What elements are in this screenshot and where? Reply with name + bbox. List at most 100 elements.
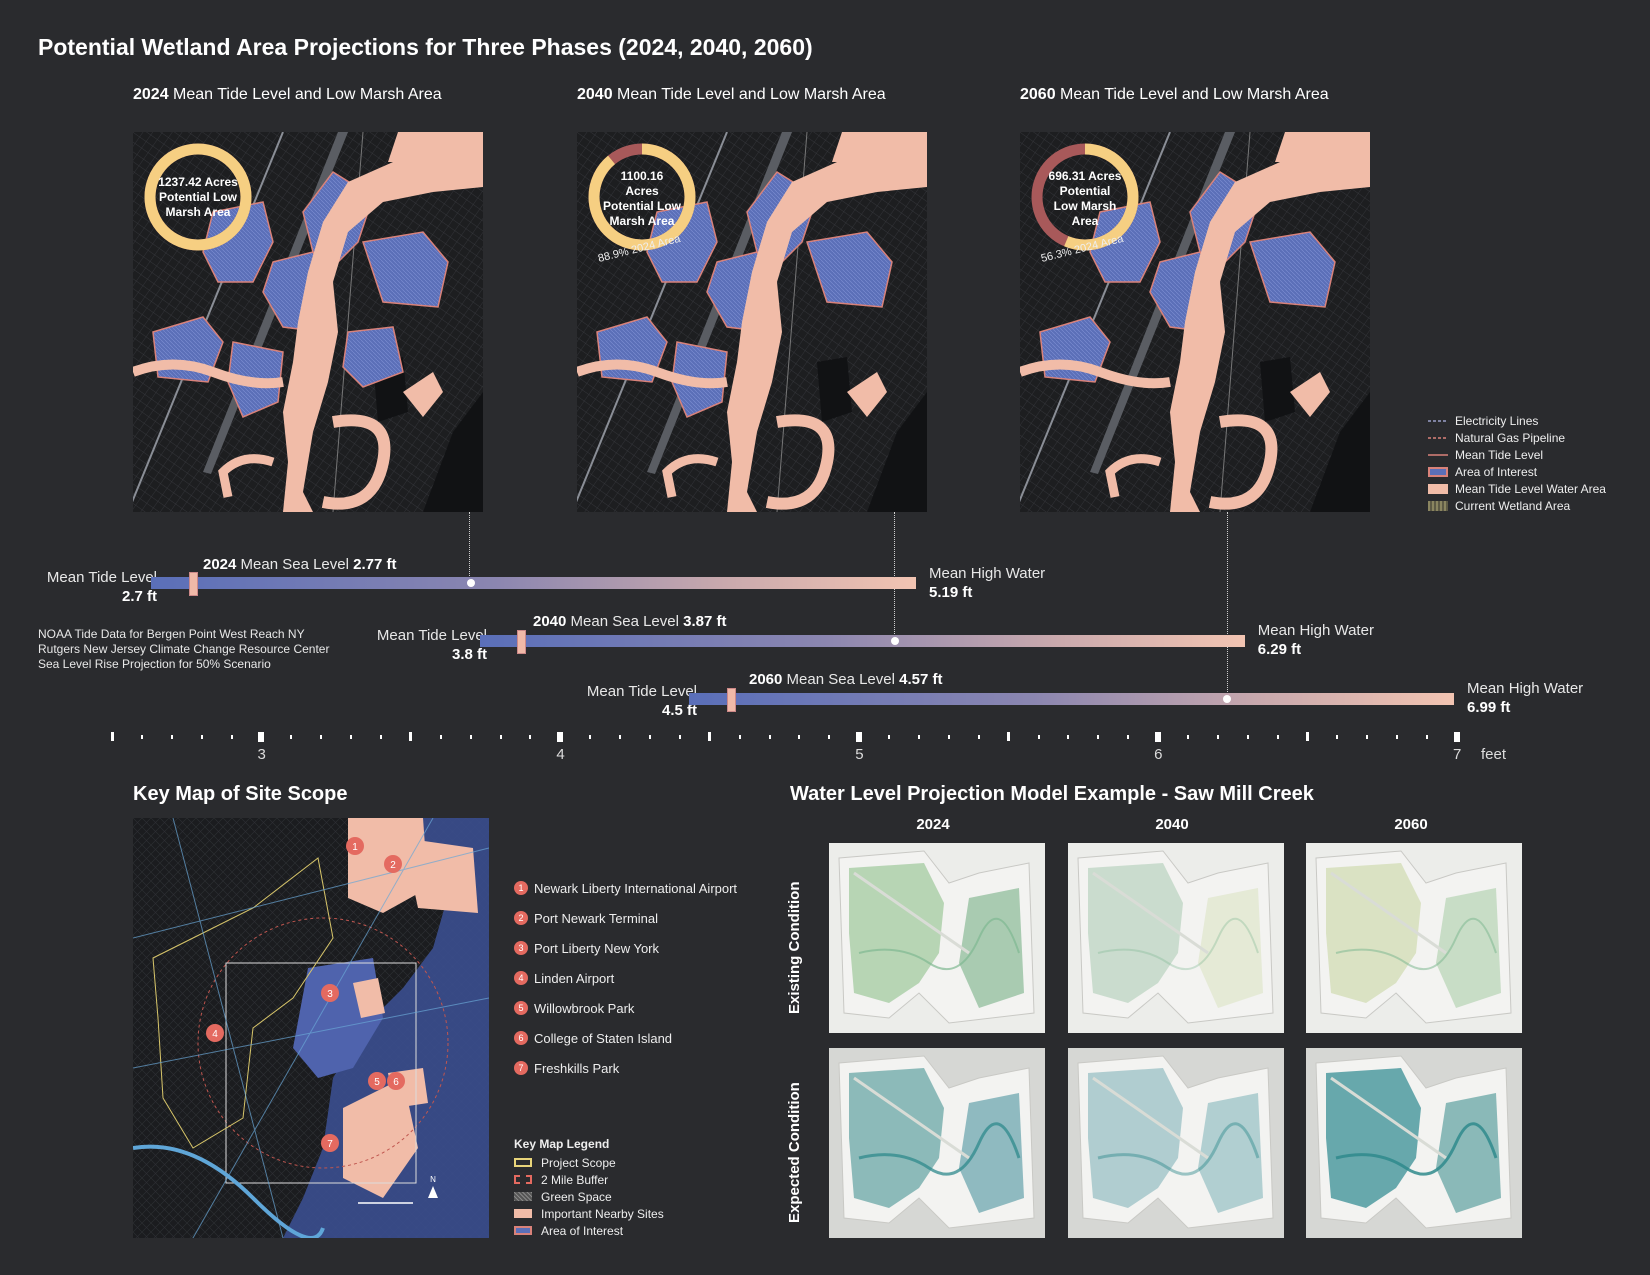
keymap-pin-1: 1 [352, 842, 358, 853]
axis-tick-label: 6 [1154, 746, 1163, 763]
legend-water: Mean Tide Level Water Area [1428, 480, 1606, 497]
axis-tick-label: 7 [1453, 746, 1462, 763]
axis-tick [499, 735, 502, 739]
wetland-map-2024 [133, 132, 483, 512]
axis-tick [649, 735, 651, 739]
model-col-2060: 2060 [1394, 816, 1428, 833]
bar-2024-msl: 2024 Mean Sea Level 2.77 ft [203, 556, 397, 573]
legend-mtl: Mean Tide Level [1428, 447, 1544, 462]
axis-tick [140, 735, 143, 739]
axis-tick [678, 735, 681, 739]
bar-2060 [688, 693, 1454, 705]
axis-tick [439, 735, 442, 739]
axis-tick [1037, 735, 1040, 739]
axis-tick [1426, 735, 1429, 739]
axis-tick [1067, 735, 1070, 739]
ring-overlay-2060: 56.3% 2024 Area 696.31 Acres Potential Low… [1020, 132, 1370, 512]
axis-tick [1097, 735, 1100, 739]
keymap-pin-4: 4 [212, 1029, 218, 1040]
axis-tick [1306, 732, 1310, 741]
keymap-pin-6: 6 [393, 1077, 399, 1088]
ring-overlay-2040: 88.9% 2024 Area 1100.16 Acres Potential Lo… [577, 132, 927, 512]
site-item: 7 Freshkills Park [514, 1053, 737, 1083]
keymap-title: Key Map of Site Scope [133, 783, 348, 805]
site-item: 3 Port Liberty New York [514, 933, 737, 963]
site-item: 4 Linden Airport [514, 963, 737, 993]
legend-wetland: Current Wetland Area [1428, 497, 1606, 514]
bar-2024 [150, 577, 916, 589]
legend-aoi: Area of Interest [1428, 463, 1606, 480]
model-photo-existing-2060 [1306, 843, 1522, 1033]
axis-tick [798, 735, 801, 739]
axis-tick [977, 735, 980, 739]
axis-tick [110, 732, 114, 741]
site-item: 6 College of Staten Island [514, 1023, 737, 1053]
site-item: 2 Port Newark Terminal [514, 903, 737, 933]
model-photo-expected-2024 [829, 1048, 1045, 1238]
data-source-note: NOAA Tide Data for Bergen Point West Rea… [38, 627, 330, 671]
legend-electricity: Electricity Lines [1428, 413, 1539, 428]
axis-tick [1246, 735, 1249, 739]
bar-2060-projection-dot [1222, 695, 1231, 703]
axis-tick [1276, 735, 1279, 739]
connector-2024 [469, 512, 470, 582]
model-row-expected: Expected Condition [786, 1082, 803, 1223]
keymap-legend: Key Map Legend Project Scope 2 Mile Buff… [514, 1137, 664, 1238]
ring-text-2040: 1100.16 Acres Potential Low Marsh Area [603, 169, 681, 228]
axis-tick [380, 735, 382, 739]
wetland-map-2060 [1020, 132, 1370, 512]
axis-tick-label: 4 [556, 746, 565, 763]
bar-2024-mtl-label: Mean Tide Level 2.7 ft [46, 569, 157, 605]
keymap-pin-5: 5 [374, 1077, 380, 1088]
axis-tick [738, 735, 741, 739]
axis-tick [529, 735, 532, 739]
axis-tick [947, 735, 950, 739]
axis-tick-label: 5 [855, 746, 864, 763]
model-title: Water Level Projection Model Example - S… [790, 783, 1314, 805]
axis-tick [1336, 735, 1339, 739]
axis-tick [409, 732, 413, 741]
bar-2060-msl-marker [726, 688, 736, 712]
north-arrow: N [430, 1175, 436, 1184]
axis-tick [918, 735, 920, 739]
axis-tick [1007, 732, 1011, 741]
axis-tick [557, 732, 564, 742]
axis-tick [768, 735, 771, 739]
axis-tick [888, 735, 891, 739]
axis-tick [856, 732, 863, 742]
axis-tick [708, 732, 712, 741]
bar-2024-projection-dot [466, 579, 475, 587]
phase-title-2024: 2024 Mean Tide Level and Low Marsh Area [133, 86, 442, 103]
axis-tick [230, 735, 233, 739]
axis-tick [350, 735, 353, 739]
axis-tick [200, 735, 203, 739]
axis-tick [1127, 735, 1130, 739]
bar-2040 [479, 635, 1245, 647]
model-col-2024: 2024 [916, 816, 950, 833]
axis-tick [320, 735, 323, 739]
bar-2040-msl: 2040 Mean Sea Level 3.87 ft [533, 613, 727, 630]
axis-tick [469, 735, 472, 739]
site-item: 5 Willowbrook Park [514, 993, 737, 1023]
model-photo-existing-2040 [1068, 843, 1284, 1033]
phase-title-2060: 2060 Mean Tide Level and Low Marsh Area [1020, 86, 1329, 103]
site-item: 1 Newark Liberty International Airport [514, 873, 737, 903]
keymap-pin-3: 3 [327, 989, 333, 1000]
ring-progress-2040 [588, 143, 696, 251]
wetland-map-2040 [577, 132, 927, 512]
ring-text-2024: 1237.42 Acres Potential Low Marsh Area [158, 175, 238, 219]
bar-2060-mhw-label: Mean High Water 6.99 ft [1467, 680, 1584, 716]
keymap-pin-7: 7 [327, 1139, 333, 1150]
axis-unit: feet [1481, 746, 1507, 763]
legend-gas: Natural Gas Pipeline [1428, 430, 1566, 445]
axis-tick [1216, 735, 1219, 739]
key-map: 1 2 3 4 5 6 7 N [133, 818, 489, 1238]
model-row-existing: Existing Condition [786, 881, 803, 1015]
bar-2040-mhw-label: Mean High Water 6.29 ft [1257, 622, 1374, 658]
axis-tick [258, 732, 265, 742]
axis-tick [619, 735, 622, 739]
bar-2040-msl-marker [517, 630, 527, 654]
connector-2040 [894, 512, 895, 640]
axis-tick [1454, 732, 1460, 742]
